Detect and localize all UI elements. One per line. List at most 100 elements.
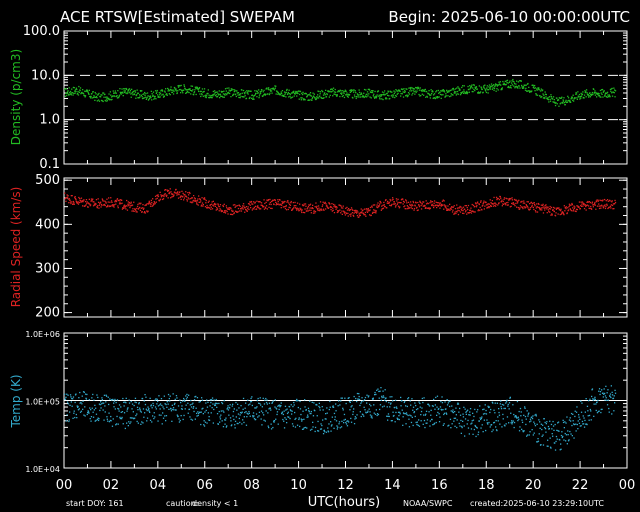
data-point (433, 97, 435, 99)
data-point (310, 209, 312, 211)
data-point (411, 416, 413, 418)
data-point (106, 416, 108, 418)
data-point (424, 207, 426, 209)
data-point (491, 401, 493, 403)
data-point (196, 397, 199, 399)
data-point (351, 212, 354, 214)
data-point (440, 97, 442, 99)
data-point (201, 202, 204, 204)
data-point (585, 205, 587, 208)
data-point (534, 423, 536, 425)
data-point (252, 95, 255, 97)
data-point (309, 93, 311, 95)
data-point (209, 96, 212, 98)
data-point (171, 196, 173, 198)
data-point (394, 421, 396, 423)
data-point (362, 414, 364, 416)
data-point (263, 414, 265, 416)
data-point (389, 200, 392, 202)
data-point (511, 84, 514, 86)
data-point (542, 97, 545, 99)
data-point (544, 91, 546, 93)
data-point (467, 212, 469, 214)
data-point (467, 85, 469, 88)
data-point (412, 201, 415, 204)
data-point (517, 206, 519, 209)
data-point (446, 413, 448, 415)
data-point (80, 201, 82, 203)
data-point (469, 211, 471, 213)
data-point (288, 93, 291, 95)
data-point (277, 199, 279, 201)
data-point (609, 95, 611, 97)
data-point (396, 200, 398, 202)
data-point (407, 206, 409, 208)
data-point (566, 443, 568, 445)
data-point (324, 201, 326, 203)
data-point (143, 207, 145, 209)
data-point (273, 420, 275, 422)
data-point (483, 419, 485, 421)
data-point (277, 91, 279, 94)
data-point (93, 203, 95, 205)
data-point (482, 86, 485, 88)
data-point (198, 90, 200, 93)
data-point (452, 209, 454, 211)
data-point (100, 99, 103, 102)
data-point (119, 199, 121, 201)
data-point (431, 201, 434, 203)
data-point (583, 423, 585, 425)
data-point (549, 420, 551, 422)
data-point (81, 92, 83, 94)
data-point (145, 98, 147, 100)
data-point (121, 91, 123, 94)
data-point (462, 206, 465, 208)
data-point (524, 406, 526, 408)
data-point (381, 395, 383, 397)
data-point (286, 412, 289, 415)
data-point (83, 199, 85, 201)
data-point (537, 88, 540, 90)
data-point (390, 91, 392, 93)
data-point (416, 206, 418, 208)
data-point (378, 397, 380, 399)
data-point (122, 397, 124, 400)
data-point (611, 413, 613, 415)
data-point (437, 411, 439, 414)
data-point (240, 208, 242, 210)
data-point (507, 82, 509, 84)
data-point (189, 404, 191, 406)
data-point (296, 207, 298, 209)
data-point (330, 421, 332, 423)
data-point (65, 92, 67, 94)
data-point (428, 93, 431, 96)
data-point (169, 191, 171, 193)
data-point (388, 95, 390, 97)
data-point (400, 405, 402, 407)
data-point (550, 94, 552, 96)
data-point (137, 203, 139, 206)
data-point (389, 198, 391, 201)
data-point (252, 201, 255, 203)
data-point (504, 80, 506, 82)
data-point (284, 208, 287, 210)
data-point (67, 195, 69, 197)
data-point (580, 95, 583, 97)
data-point (396, 417, 398, 419)
data-point (149, 203, 151, 205)
data-point (377, 90, 380, 92)
data-point (188, 408, 191, 410)
data-point (610, 396, 612, 399)
data-point (353, 212, 355, 214)
data-point (472, 84, 475, 86)
data-point (490, 204, 492, 207)
data-point (451, 89, 453, 91)
data-point (593, 204, 595, 206)
data-point (527, 413, 529, 415)
data-point (531, 90, 533, 92)
data-point (76, 417, 78, 419)
data-point (421, 93, 423, 95)
data-point (330, 91, 332, 93)
data-point (294, 205, 296, 207)
data-point (469, 209, 472, 211)
